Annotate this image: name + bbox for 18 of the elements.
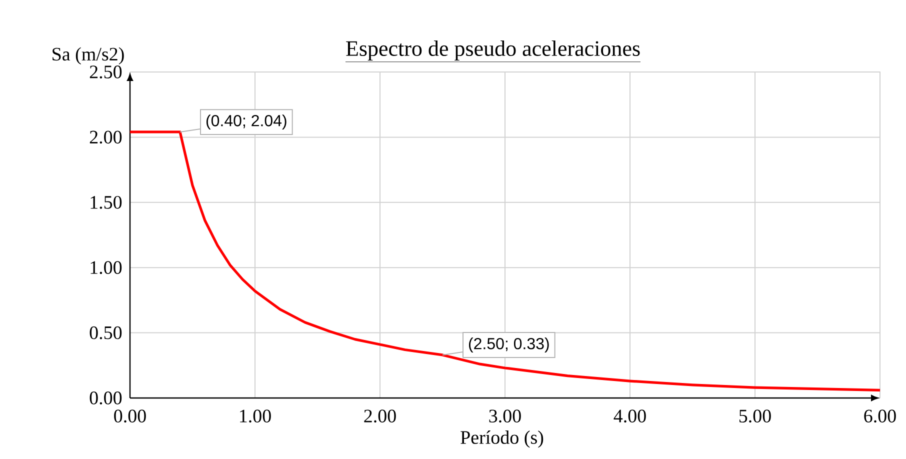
x-tick-label: 0.00 [114,410,146,423]
x-tick-label: 2.00 [364,410,396,423]
y-tick-label: 2.50 [90,66,122,78]
annotation: (0.40; 2.04) [206,114,286,130]
y-axis-title: Sa (m/s2) [52,47,124,64]
y-tick-label: 2.00 [90,130,122,144]
x-tick-label: 5.00 [739,410,771,423]
annotation: (2.50; 0.33) [468,338,549,352]
x-tick-label: 3.00 [489,410,521,423]
x-tick-label: 6.00 [864,410,896,423]
y-tick-label: 1.50 [90,196,122,209]
y-tick-label: 0.50 [90,326,122,340]
chart-title: Espectro de pseudo aceleraciones [346,40,640,60]
x-axis-title: Período (s) [460,430,544,448]
y-tick-label: 1.00 [90,261,122,274]
x-tick-label: 1.00 [240,410,271,423]
x-tick-label: 4.00 [614,410,646,423]
y-tick-label: 0.00 [90,392,122,404]
